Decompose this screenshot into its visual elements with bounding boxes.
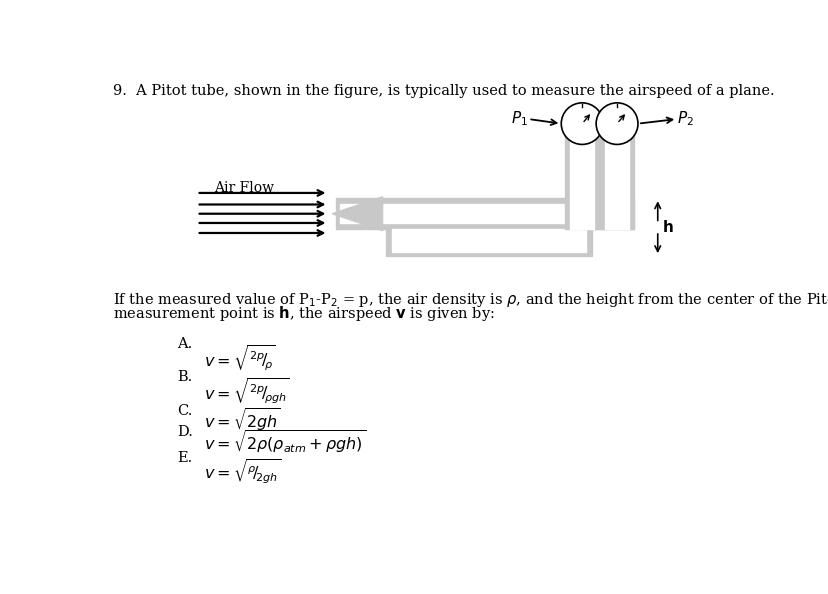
Text: A.: A. xyxy=(177,337,192,351)
Bar xyxy=(386,229,591,256)
Circle shape xyxy=(595,103,638,144)
Text: If the measured value of P$_1$-P$_2$ = p, the air density is $\rho$, and the hei: If the measured value of P$_1$-P$_2$ = p… xyxy=(113,290,828,309)
Text: D.: D. xyxy=(177,425,193,440)
Polygon shape xyxy=(332,197,383,230)
Text: C.: C. xyxy=(177,404,192,418)
Text: $v = \sqrt{{}^{\rho}\!/\!{}_{2gh}}$: $v = \sqrt{{}^{\rho}\!/\!{}_{2gh}}$ xyxy=(205,457,282,486)
Bar xyxy=(604,118,628,229)
Text: E.: E. xyxy=(177,451,192,465)
Circle shape xyxy=(561,103,603,144)
Text: $P_2$: $P_2$ xyxy=(676,110,693,128)
Text: $v = \sqrt{{}^{2p}\!/\!{}_{\rho g h}}$: $v = \sqrt{{}^{2p}\!/\!{}_{\rho g h}}$ xyxy=(205,376,290,406)
Text: B.: B. xyxy=(177,370,192,384)
Bar xyxy=(339,204,630,223)
Text: 9.  A Pitot tube, shown in the figure, is typically used to measure the airspeed: 9. A Pitot tube, shown in the figure, is… xyxy=(113,84,773,97)
Bar xyxy=(564,113,633,229)
Bar xyxy=(570,118,594,229)
Text: $P_1$: $P_1$ xyxy=(511,110,527,128)
Text: Air Flow: Air Flow xyxy=(214,181,274,195)
Text: measurement point is $\mathbf{h}$, the airspeed $\mathbf{v}$ is given by:: measurement point is $\mathbf{h}$, the a… xyxy=(113,304,494,323)
Text: $v = \sqrt{{}^{2p}\!/\!{}_{\rho}}$: $v = \sqrt{{}^{2p}\!/\!{}_{\rho}}$ xyxy=(205,343,276,372)
Text: $v = \sqrt{2\rho(\rho_{atm} + \rho gh)}$: $v = \sqrt{2\rho(\rho_{atm} + \rho gh)}$ xyxy=(205,428,366,456)
Text: $\mathbf{h}$: $\mathbf{h}$ xyxy=(662,219,673,235)
Bar xyxy=(392,229,585,252)
Bar xyxy=(335,198,633,229)
Text: $v = \sqrt{2gh}$: $v = \sqrt{2gh}$ xyxy=(205,407,281,434)
